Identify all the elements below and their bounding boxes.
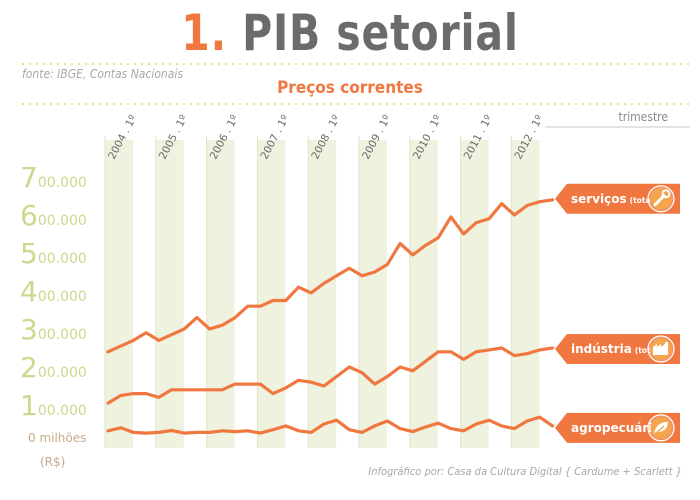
year-band xyxy=(308,140,337,448)
y-tick-rest: 00.000 xyxy=(38,327,87,343)
series-line-2 xyxy=(106,415,555,435)
y-tick-label: 400.000 xyxy=(20,275,87,308)
year-band xyxy=(257,140,286,448)
series-name: serviços (total) xyxy=(571,192,656,206)
page-title: 1. PIB setorial xyxy=(63,4,637,62)
year-band xyxy=(206,140,235,448)
y-tick-label: 100.000 xyxy=(20,389,87,422)
series-name-text: serviços xyxy=(571,192,627,206)
chart-subtitle: Preços correntes xyxy=(277,78,423,98)
series-tag-1: indústria (total) xyxy=(555,334,680,364)
series-tag-2: agropecuária xyxy=(555,412,680,443)
leaf-icon xyxy=(647,414,675,442)
series-tag-shape xyxy=(555,334,680,364)
series-qualifier: (total) xyxy=(630,196,657,205)
source-note: fonte: IBGE, Contas Nacionais xyxy=(22,67,184,81)
y-tick-rest: 00.000 xyxy=(38,289,87,305)
y-zero-label: 0 milhões xyxy=(28,431,86,445)
y-tick-digit: 7 xyxy=(20,161,38,194)
credit-note: Infográfico por: Casa da Cultura Digital… xyxy=(368,465,682,478)
series-line-1 xyxy=(106,346,555,405)
series-name-text: indústria xyxy=(571,342,632,356)
y-tick-label: 500.000 xyxy=(20,237,87,270)
y-tick-digit: 4 xyxy=(20,275,38,308)
year-band xyxy=(155,140,184,448)
y-tick-rest: 00.000 xyxy=(38,251,87,267)
year-band xyxy=(359,140,387,448)
y-zero-unit: (R$) xyxy=(40,455,65,469)
y-tick-rest: 00.000 xyxy=(38,213,87,229)
y-tick-label: 300.000 xyxy=(20,313,87,346)
y-tick-label: 700.000 xyxy=(20,161,87,194)
y-tick-digit: 1 xyxy=(20,389,38,422)
series-name-text: agropecuária xyxy=(571,421,660,435)
period-label: trimestre xyxy=(618,110,669,124)
factory-icon xyxy=(647,335,675,363)
year-band xyxy=(409,140,438,448)
y-tick-digit: 3 xyxy=(20,313,38,346)
series-name: agropecuária xyxy=(571,421,660,435)
y-tick-digit: 5 xyxy=(20,237,38,270)
y-tick-label: 600.000 xyxy=(20,199,87,232)
series-tag-shape xyxy=(555,412,680,443)
title-number: 1. xyxy=(181,4,227,62)
y-tick-digit: 2 xyxy=(20,351,38,384)
wrench-icon xyxy=(647,185,675,213)
series-tag-shape xyxy=(555,183,680,214)
y-tick-label: 200.000 xyxy=(20,351,87,384)
series-line-0 xyxy=(106,198,555,354)
y-tick-rest: 00.000 xyxy=(38,175,87,191)
year-band xyxy=(511,140,540,448)
y-tick-rest: 00.000 xyxy=(38,365,87,381)
y-tick-digit: 6 xyxy=(20,199,38,232)
year-band xyxy=(460,140,489,448)
series-tag-0: serviços (total) xyxy=(555,183,680,214)
y-tick-rest: 00.000 xyxy=(38,403,87,419)
title-text: PIB setorial xyxy=(242,4,519,62)
